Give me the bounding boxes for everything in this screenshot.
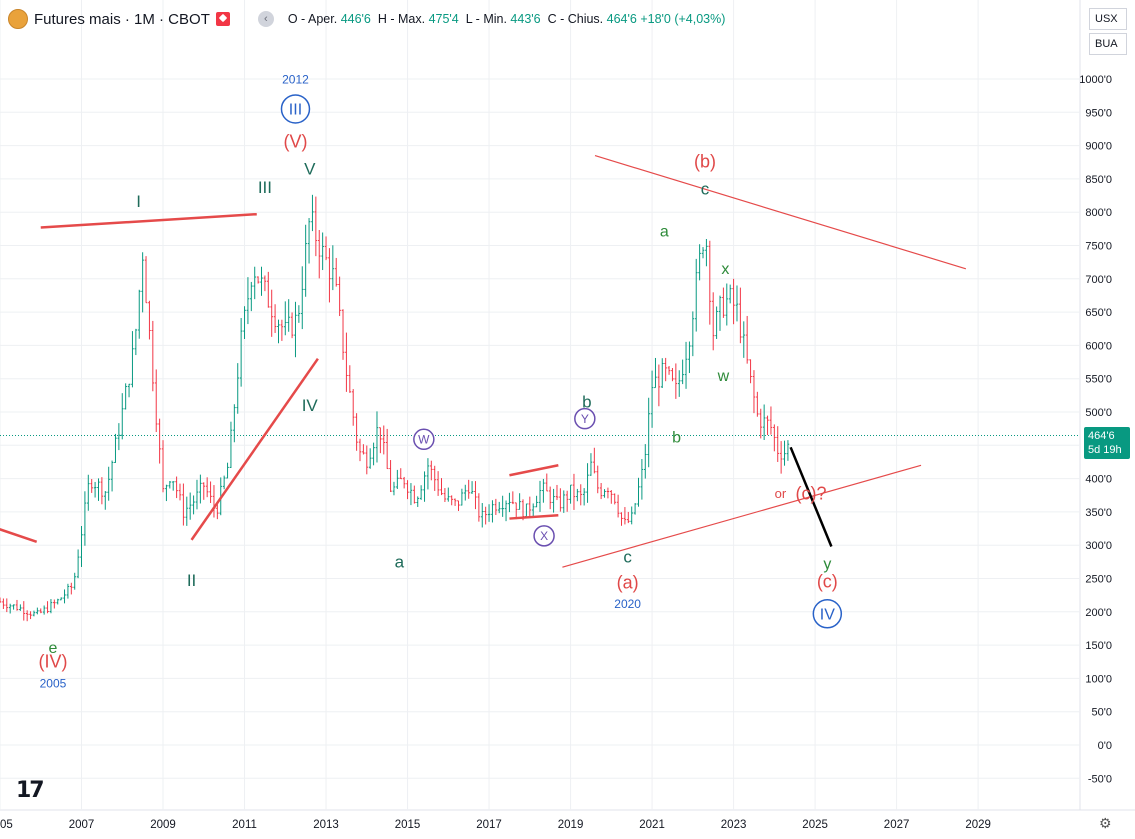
- x-tick-label: 2017: [476, 819, 502, 831]
- y-tick-label: 200'0: [1085, 607, 1112, 619]
- y-tick-label: 850'0: [1085, 174, 1112, 186]
- bar-countdown: 5d 19h: [1088, 444, 1122, 456]
- wave-label: b: [672, 429, 681, 446]
- wave-label: IV: [820, 607, 835, 624]
- wave-label: X: [540, 529, 548, 543]
- wave-label: W: [418, 433, 430, 447]
- gear-icon[interactable]: ⚙: [1099, 815, 1112, 831]
- last-price-value: 464'6: [1088, 430, 1115, 442]
- y-tick-label: 900'0: [1085, 141, 1112, 153]
- price-axis-panel: [1080, 0, 1135, 839]
- wave-label: (V): [283, 131, 307, 151]
- ohlc-readout: O - Aper. 446'6 H - Max. 475'4 L - Min. …: [287, 12, 726, 26]
- chart-header: Futures mais · 1M · CBOT ‹ O - Aper. 446…: [8, 6, 725, 32]
- y-tick-label: 700'0: [1085, 274, 1112, 286]
- x-tick-label: 2029: [965, 819, 991, 831]
- wave-label: b: [582, 392, 591, 411]
- y-tick-label: 950'0: [1085, 107, 1112, 119]
- y-tick-label: 400'0: [1085, 474, 1112, 486]
- wave-label: x: [721, 261, 729, 278]
- y-tick-label: 350'0: [1085, 507, 1112, 519]
- wave-label: e: [49, 640, 58, 657]
- wave-label: (IV): [38, 652, 67, 672]
- symbol-title[interactable]: Futures mais · 1M · CBOT: [34, 10, 210, 28]
- wave-label-circle: [812, 599, 843, 629]
- flag-icon[interactable]: [215, 12, 230, 26]
- trendline: [562, 464, 922, 568]
- wave-label: c: [623, 548, 632, 567]
- y-tick-label: -50'0: [1088, 773, 1112, 785]
- wave-label: a: [395, 552, 405, 571]
- x-tick-label: 2023: [721, 819, 747, 831]
- wave-label: III: [258, 178, 272, 197]
- y-tick-label: 300'0: [1085, 540, 1112, 552]
- trendline: [0, 528, 38, 544]
- trendline: [190, 358, 319, 541]
- wave-label-circle: [413, 428, 435, 451]
- wave-label: I: [136, 192, 141, 211]
- wave-label: III: [289, 102, 302, 119]
- wave-label: w: [717, 368, 730, 385]
- trendline: [594, 155, 967, 270]
- wave-label: (c): [817, 572, 838, 592]
- wave-label: or: [775, 486, 787, 501]
- trendline: [789, 446, 833, 548]
- wave-label: (b): [694, 151, 716, 171]
- y-tick-label: 0'0: [1098, 740, 1112, 752]
- x-tick-label: 2019: [558, 819, 584, 831]
- x-tick-label: 2007: [69, 819, 95, 831]
- y-tick-label: 650'0: [1085, 307, 1112, 319]
- wave-label: (a): [617, 572, 639, 592]
- tradingview-logo-icon[interactable]: 17: [16, 778, 45, 803]
- x-tick-label: 2015: [395, 819, 421, 831]
- x-tick-label: 2009: [150, 819, 176, 831]
- currency-button[interactable]: USX: [1089, 8, 1127, 30]
- y-tick-label: 1000'0: [1079, 74, 1112, 86]
- y-tick-label: 100'0: [1085, 673, 1112, 685]
- last-price-tag: 464'6 5d 19h: [1084, 427, 1130, 459]
- wave-label: 2005: [40, 676, 67, 690]
- wave-label: c: [701, 179, 710, 198]
- trendline: [509, 513, 559, 520]
- wave-label: 2020: [614, 597, 641, 611]
- symbol-logo-icon: [8, 9, 28, 29]
- y-tick-label: 500'0: [1085, 407, 1112, 419]
- wave-label: a: [660, 224, 669, 241]
- collapse-legend-icon[interactable]: ‹: [257, 11, 274, 27]
- x-tick-label: 2027: [884, 819, 910, 831]
- unit-button[interactable]: BUA: [1089, 33, 1127, 55]
- y-tick-label: 750'0: [1085, 241, 1112, 253]
- wave-label: IV: [302, 396, 319, 415]
- y-tick-label: 50'0: [1092, 707, 1112, 719]
- wave-label: Y: [581, 412, 589, 426]
- y-tick-label: 800'0: [1085, 207, 1112, 219]
- wave-label: y: [823, 556, 831, 573]
- wave-label: V: [304, 159, 316, 178]
- wave-label-circle: [574, 407, 596, 430]
- wave-label: (c)?: [796, 484, 827, 504]
- x-tick-label: 2011: [232, 819, 257, 831]
- x-tick-label: 2025: [802, 819, 828, 831]
- y-tick-label: 150'0: [1085, 640, 1112, 652]
- wave-label: II: [187, 571, 196, 590]
- x-tick-label: 2005: [0, 819, 13, 831]
- y-tick-label: 600'0: [1085, 340, 1112, 352]
- wave-label-circle: [533, 525, 555, 547]
- candles-group: [0, 194, 790, 622]
- trendline: [509, 464, 559, 477]
- x-tick-label: 2021: [639, 819, 665, 831]
- y-tick-label: 250'0: [1085, 574, 1112, 586]
- trendline: [40, 212, 257, 229]
- y-tick-label: 550'0: [1085, 374, 1112, 386]
- wave-label: 2012: [282, 72, 309, 86]
- x-tick-label: 2013: [313, 819, 339, 831]
- wave-label-circle: [280, 94, 311, 124]
